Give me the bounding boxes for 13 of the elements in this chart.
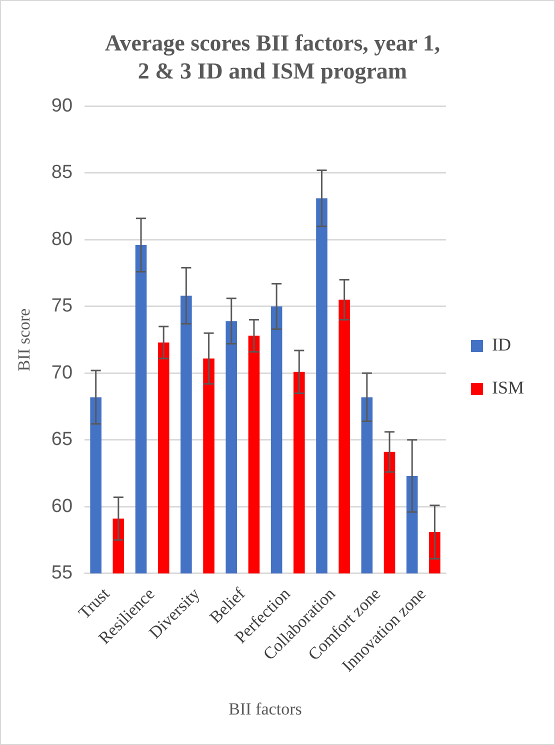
y-tick-label: 90	[51, 95, 73, 116]
legend-label: ISM	[492, 378, 524, 398]
y-tick-label: 55	[51, 562, 73, 584]
chart-title: Average scores BII factors, year 1, 2 & 3 ID and ISM program	[104, 30, 440, 84]
y-tick-label: 85	[51, 162, 73, 184]
y-tick-label: 65	[51, 429, 73, 450]
y-tick-label: 80	[51, 228, 73, 250]
y-tick-label: 75	[51, 296, 73, 317]
legend-label: ID	[492, 334, 511, 355]
y-tick-label: 60	[51, 496, 73, 517]
y-tick-label: 70	[51, 362, 73, 384]
x-axis-title: BII factors	[228, 699, 302, 718]
y-axis-title: BII score	[14, 308, 34, 372]
